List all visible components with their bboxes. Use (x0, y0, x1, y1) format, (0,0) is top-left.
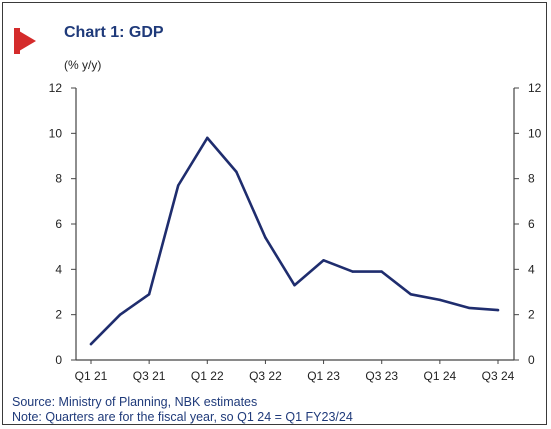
chart-title: Chart 1: GDP (64, 24, 164, 41)
gdp-data-point (293, 284, 296, 287)
y-tick-label-left: 6 (55, 217, 62, 231)
gdp-series-line (89, 136, 500, 346)
gdp-data-point (147, 293, 151, 296)
chart-frame (2, 2, 547, 425)
y-tick-label-right: 12 (528, 81, 542, 95)
y-tick-label-right: 6 (528, 217, 535, 231)
x-tick-label: Q3 22 (249, 369, 282, 383)
gdp-data-point (467, 306, 471, 310)
gdp-data-point (177, 184, 180, 187)
y-tick-label-right: 10 (528, 126, 542, 140)
chart-unit-label: (% y/y) (64, 58, 102, 72)
x-tick-label: Q3 24 (482, 369, 515, 383)
y-tick-label-left: 12 (49, 81, 63, 95)
gdp-data-point (496, 308, 500, 312)
x-tick-label: Q3 21 (133, 369, 166, 383)
x-tick-label: Q1 23 (307, 369, 340, 383)
chart-axes (75, 88, 515, 361)
gdp-data-point (322, 259, 325, 262)
gdp-data-point (380, 270, 383, 273)
gdp-data-point (235, 170, 238, 174)
y-tick-label-left: 8 (55, 172, 62, 186)
fiscal-year-note: Note: Quarters are for the fiscal year, … (12, 410, 353, 424)
y-tick-label-left: 10 (49, 126, 63, 140)
gdp-data-point (264, 236, 267, 239)
chart-ticks: 0 2 4 6 8 10 12 0 2 4 6 8 10 12 (49, 81, 542, 367)
y-tick-label-left: 0 (55, 353, 62, 367)
gdp-data-point (409, 293, 412, 296)
gdp-data-point (118, 313, 122, 316)
y-tick-label-right: 2 (528, 308, 535, 322)
gdp-data-point (206, 136, 209, 140)
y-tick-label-right: 0 (528, 353, 535, 367)
y-tick-label-right: 8 (528, 172, 535, 186)
x-tick-label: Q1 24 (424, 369, 457, 383)
y-tick-label-right: 4 (528, 262, 535, 276)
brand-flag-stem (14, 28, 20, 54)
gdp-data-point (89, 342, 93, 346)
y-tick-label-left: 2 (55, 308, 62, 322)
x-tick-label: Q3 23 (365, 369, 398, 383)
source-note: Source: Ministry of Planning, NBK estima… (12, 395, 258, 409)
x-tick-label: Q1 22 (191, 369, 224, 383)
chart-plot-area (89, 136, 500, 346)
x-tick-label: Q1 21 (75, 369, 108, 383)
gdp-data-point (351, 270, 354, 273)
gdp-data-point (438, 298, 442, 302)
y-tick-label-left: 4 (55, 262, 62, 276)
chart-x-labels: Q1 21 Q3 21 Q1 22 Q3 22 Q1 23 Q3 23 Q1 24 Q3 24 (75, 360, 515, 383)
